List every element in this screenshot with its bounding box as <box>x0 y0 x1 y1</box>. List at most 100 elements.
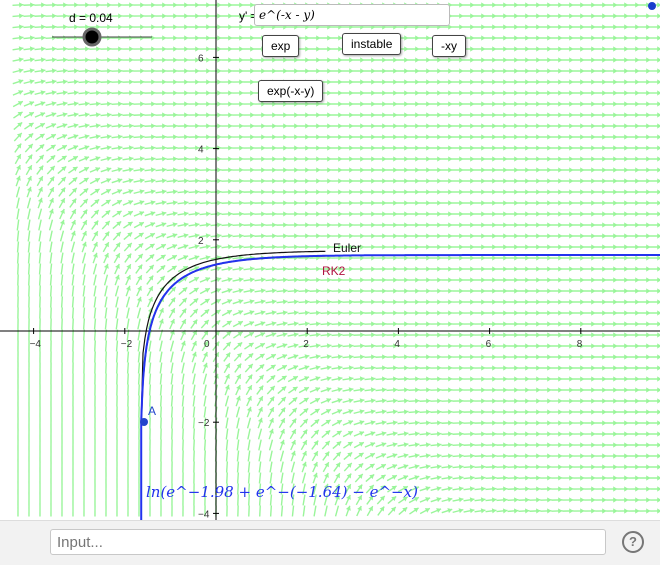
slope-arrow <box>514 178 518 183</box>
slope-arrow <box>602 431 606 436</box>
slope-arrow <box>558 123 562 128</box>
slope-arrow <box>162 57 166 62</box>
slope-arrow <box>536 145 540 150</box>
slope-arrow <box>393 189 397 194</box>
slope-arrow <box>426 57 430 62</box>
slope-arrow <box>558 299 562 304</box>
slope-arrow <box>613 178 617 183</box>
slope-arrow <box>569 123 573 128</box>
slope-arrow <box>613 420 617 425</box>
slope-arrow <box>613 376 617 381</box>
slope-arrow <box>635 35 639 40</box>
slope-arrow <box>360 90 364 95</box>
slope-arrow <box>591 167 595 172</box>
slope-arrow <box>448 266 452 271</box>
slope-arrow <box>349 343 353 348</box>
slope-arrow <box>547 376 551 381</box>
slope-arrow <box>316 46 320 51</box>
slope-arrow <box>492 453 496 458</box>
slope-arrow <box>525 46 529 51</box>
slope-arrow <box>646 398 650 403</box>
slope-arrow <box>206 35 210 40</box>
slope-arrow <box>217 233 222 238</box>
slope-arrow <box>206 211 211 216</box>
slope-arrow <box>492 46 496 51</box>
slope-arrow <box>437 79 441 84</box>
slope-arrow <box>107 79 111 84</box>
slope-arrow <box>525 277 529 282</box>
slope-arrow <box>448 277 452 282</box>
slope-arrow <box>580 486 584 491</box>
slope-arrow <box>635 508 639 513</box>
slope-arrow <box>624 211 628 216</box>
slope-arrow <box>602 255 606 260</box>
slope-arrow <box>393 101 397 106</box>
slope-arrow <box>360 321 364 326</box>
slope-arrow <box>635 79 639 84</box>
slope-arrow <box>503 167 507 172</box>
slope-arrow <box>635 420 639 425</box>
slope-arrow <box>492 101 496 106</box>
slope-arrow <box>426 90 430 95</box>
slope-arrow <box>294 211 298 216</box>
slope-arrow <box>437 486 442 491</box>
slope-arrow <box>591 156 595 161</box>
slope-arrow <box>250 134 254 139</box>
slope-arrow <box>415 288 419 293</box>
slope-arrow <box>481 266 485 271</box>
slope-arrow <box>437 376 441 381</box>
slope-arrow <box>646 475 650 480</box>
slope-arrow <box>338 167 342 172</box>
slope-arrow <box>118 79 122 84</box>
slope-arrow <box>646 464 650 469</box>
slope-arrow <box>327 189 331 194</box>
slope-arrow <box>96 101 101 106</box>
slope-arrow <box>602 233 606 238</box>
slope-arrow <box>393 288 397 293</box>
slope-arrow <box>206 255 211 260</box>
slope-segment <box>237 451 238 462</box>
slope-arrow <box>349 233 353 238</box>
slope-arrow <box>437 354 441 359</box>
slope-arrow <box>470 2 474 7</box>
slope-arrow <box>349 57 353 62</box>
slope-arrow <box>613 35 617 40</box>
slope-arrow <box>470 266 474 271</box>
slope-arrow <box>602 343 606 348</box>
slope-arrow <box>85 46 89 51</box>
slope-arrow <box>129 101 133 106</box>
slope-arrow <box>525 508 529 513</box>
slope-arrow <box>184 178 188 183</box>
slope-arrow <box>239 200 243 205</box>
slope-arrow <box>448 398 452 403</box>
slope-arrow <box>305 288 309 293</box>
slope-arrow <box>613 365 617 370</box>
slope-arrow <box>503 288 507 293</box>
slope-arrow <box>481 112 485 117</box>
slope-arrow <box>74 90 79 95</box>
slope-arrow <box>239 156 243 161</box>
slope-arrow <box>503 354 507 359</box>
slope-arrow <box>569 57 573 62</box>
slope-arrow <box>580 90 584 95</box>
slope-arrow <box>272 112 276 117</box>
slope-arrow <box>118 123 123 128</box>
slope-arrow <box>96 68 100 73</box>
slope-arrow <box>239 2 243 7</box>
slope-arrow <box>481 464 485 469</box>
slope-arrow <box>19 35 24 40</box>
slope-arrow <box>580 189 584 194</box>
slope-arrow <box>437 233 441 238</box>
slope-arrow <box>558 365 562 370</box>
slope-arrow <box>327 244 331 249</box>
slope-arrow <box>580 299 584 304</box>
slope-arrow <box>426 46 430 51</box>
slope-arrow <box>228 134 232 139</box>
slope-segment <box>62 297 63 308</box>
slope-arrow <box>371 68 375 73</box>
slope-arrow <box>492 431 496 436</box>
slope-arrow <box>371 233 375 238</box>
slope-arrow <box>569 475 573 480</box>
slope-arrow <box>316 266 320 271</box>
